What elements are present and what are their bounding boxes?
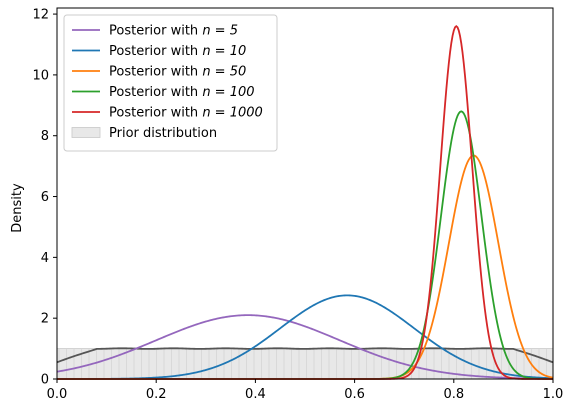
x-tick-label: 0.4	[245, 387, 266, 402]
y-tick-label: 8	[41, 129, 49, 144]
axes-frame	[56, 7, 554, 380]
prior-hatch	[58, 348, 547, 379]
y-tick-label: 12	[32, 8, 49, 23]
legend-label-0: Posterior with n = 5	[109, 24, 238, 39]
x-tick-label: 0.2	[146, 387, 167, 402]
series-line-0	[56, 314, 554, 380]
x-axis: 0.0 0.2 0.4 0.6 0.8 1.0	[47, 379, 564, 402]
legend-label-prior: Prior distribution	[109, 126, 217, 141]
x-tick-label: 0.0	[47, 387, 68, 402]
legend-box	[63, 14, 278, 152]
legend-label-2: Posterior with n = 50	[109, 65, 246, 80]
y-tick-label: 0	[41, 373, 49, 388]
legend-label-3: Posterior with n = 100	[109, 85, 255, 100]
legend: Posterior with n = 5 Posterior with n = 1…	[63, 14, 278, 152]
x-tick-label: 1.0	[543, 387, 564, 402]
y-tick-label: 10	[32, 68, 49, 83]
y-axis-label: Density	[10, 183, 25, 233]
x-tick-label: 0.8	[443, 387, 464, 402]
legend-label-1: Posterior with n = 10	[109, 44, 246, 59]
legend-swatch-prior	[71, 127, 101, 138]
y-tick-label: 2	[41, 312, 49, 327]
y-axis: 0 2 4 6 8 10 12	[32, 8, 57, 388]
y-tick-label: 4	[41, 251, 49, 266]
y-tick-label: 6	[41, 190, 49, 205]
prior-distribution-area	[56, 347, 554, 380]
prior-line	[56, 347, 554, 364]
axes-border	[56, 7, 554, 380]
prior-band	[56, 348, 554, 380]
x-tick-label: 0.6	[344, 387, 365, 402]
legend-label-4: Posterior with n = 1000	[109, 106, 263, 121]
